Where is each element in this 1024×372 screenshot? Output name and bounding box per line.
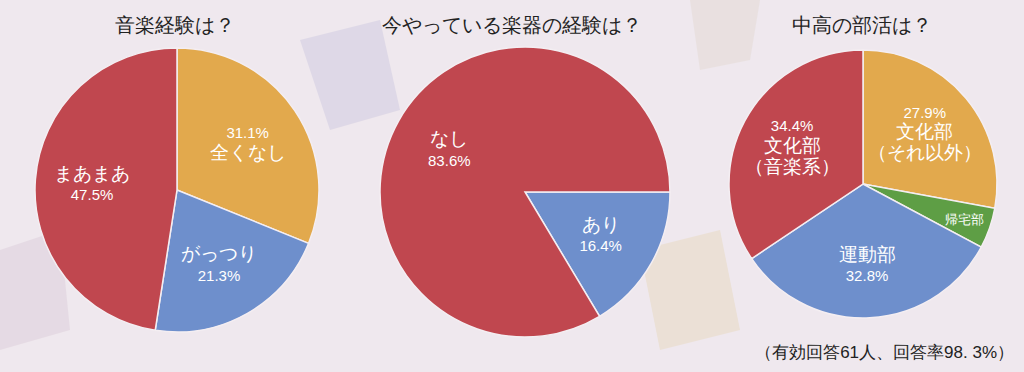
- data-label: 16.4%: [579, 237, 622, 254]
- background: [0, 0, 1024, 372]
- slice-name: 運動部: [839, 244, 896, 265]
- data-label: 31.1%: [226, 124, 269, 141]
- pie-slice: [729, 50, 863, 259]
- pie-slice: [380, 47, 670, 337]
- pie-chart: 今やっている楽器の経験は？ あり 16.4% なし 83.6%: [380, 14, 670, 337]
- data-label: 21.3%: [198, 267, 241, 284]
- pie-slice: [863, 50, 997, 208]
- pie-slice: [155, 190, 308, 332]
- slice-name: 文化部（音楽系）: [745, 135, 840, 177]
- slice-name: なし: [430, 128, 468, 149]
- data-label: 27.9%: [904, 104, 947, 121]
- decor-shape: [690, 0, 760, 70]
- pie-chart: 中高の部活は？ 文化部（それ以外）27.9% 帰宅部運動部 32.8% 文化部（音楽系）…: [729, 14, 997, 318]
- chart-title: 音楽経験は？: [115, 14, 235, 36]
- pie-chart: 音楽経験は？ 全くなし31.1% がっつり 21.3% まあまあ 47.5%: [35, 14, 319, 332]
- data-label: 34.4%: [771, 117, 814, 134]
- slices: [380, 47, 670, 337]
- slice-name: あり: [582, 214, 620, 235]
- data-label: 47.5%: [71, 186, 114, 203]
- slice-name: がっつり: [181, 243, 257, 264]
- decor-shape: [300, 20, 400, 130]
- slice-name: 帰宅部: [945, 212, 984, 227]
- slices: [729, 50, 997, 318]
- pie-slice: [35, 48, 177, 330]
- slice-name: 全くなし: [210, 142, 286, 163]
- slice-labels: 文化部（それ以外）27.9% 帰宅部運動部 32.8% 文化部（音楽系）34.4%: [745, 104, 984, 284]
- data-label: 32.8%: [846, 267, 889, 284]
- slice-labels: あり 16.4% なし 83.6%: [428, 128, 622, 254]
- slice-name: まあまあ: [54, 163, 130, 184]
- slice-labels: 全くなし31.1% がっつり 21.3% まあまあ 47.5%: [54, 124, 286, 284]
- canvas: 音楽経験は？ 全くなし31.1% がっつり 21.3% まあまあ 47.5% 今やっている楽…: [0, 0, 1024, 372]
- slices: [35, 48, 319, 332]
- chart-title: 中高の部活は？: [792, 14, 932, 36]
- slice-name: 文化部（それ以外）: [868, 121, 982, 163]
- background-fill: [0, 0, 1024, 372]
- chart-title: 今やっている楽器の経験は？: [382, 14, 642, 36]
- data-label: 83.6%: [428, 152, 471, 169]
- footnote: （有効回答61人、回答率98. 3%）: [755, 343, 1014, 362]
